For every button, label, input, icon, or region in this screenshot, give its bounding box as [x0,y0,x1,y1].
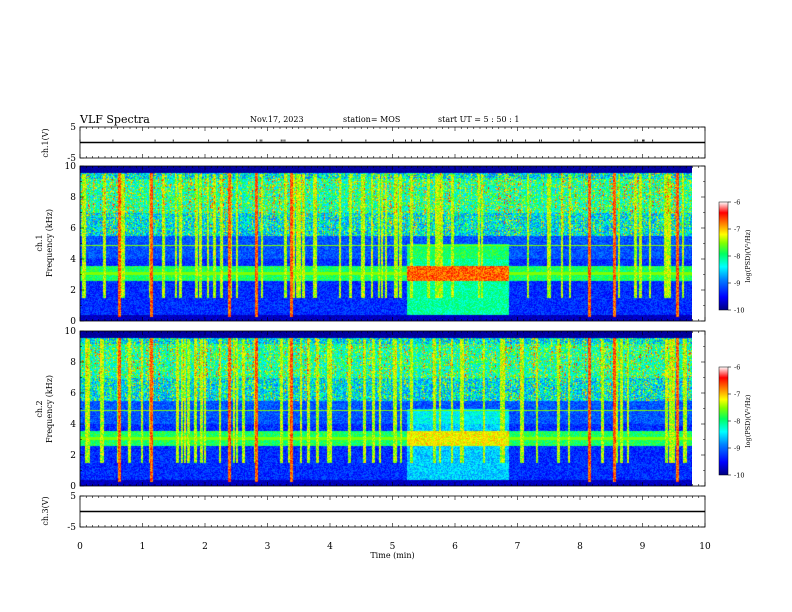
ch2-colorbar-label: log(PSD)(V²/Hz) [744,394,752,447]
ch2-colorbar-gradient [718,366,729,476]
y-tick-label: 10 [65,327,77,337]
x-tick-label: 1 [140,542,146,552]
ch1-colorbar-ticks: -6 -7 -8 -9 -10 [728,199,744,315]
x-tick-label: 2 [202,542,208,552]
x-tick-label: 6 [452,542,458,552]
ch2-colorbar-ticks: -6 -7 -8 -9 -10 [728,364,744,480]
ch1-colorbar-gradient [718,201,729,311]
colorbar-tick-label: -8 [734,418,740,426]
y-tick-label: 5 [70,492,76,502]
ch1-spectrogram-panel: 0 2 4 6 8 10 ch.1Frequency (kHz) [35,162,706,327]
colorbar-tick-label: -7 [734,391,740,399]
x-tick-label: 8 [577,542,583,552]
ch3-waveform-panel: 5 -5 ch.3(V) [41,492,706,533]
ch2-spectrogram-image [80,331,692,486]
y-tick-label: 4 [70,255,76,265]
y-tick-label: -5 [67,523,76,533]
x-tick-label: 0 [77,542,83,552]
ch2-colorbar: -6 -7 -8 -9 -10 log(PSD)(V²/Hz) [718,364,752,480]
colorbar-tick-label: -9 [734,280,740,288]
x-tick-label: 9 [640,542,646,552]
y-tick-label: 6 [70,389,76,399]
x-tick-label: 4 [327,542,333,552]
y-axis-label: ch.1Frequency (kHz) [35,209,54,277]
y-tick-label: 2 [70,451,76,461]
ch1-waveform-panel: 5 -5 ch.1(V) [41,123,706,164]
ch1-colorbar-label: log(PSD)(V²/Hz) [744,229,752,282]
x-axis-label: Time (min) [370,551,414,560]
ch1-spectrogram-image [80,166,692,321]
y-axis-label: ch.1(V) [41,128,50,157]
x-tick-label: 10 [699,542,711,552]
y-tick-label: 2 [70,286,76,296]
y-axis-label: ch.2Frequency (kHz) [35,375,54,443]
y-tick-label: 0 [70,482,76,492]
date-label: Nov.17, 2023 [250,115,304,124]
colorbar-tick-label: -6 [734,364,740,372]
colorbar-tick-label: -9 [734,445,740,453]
y-tick-label: 10 [65,162,77,172]
ch1-colorbar: -6 -7 -8 -9 -10 log(PSD)(V²/Hz) [718,199,752,315]
station-label: station= MOS [343,115,400,124]
y-tick-label: 6 [70,224,76,234]
chart-title: VLF Spectra [79,113,150,126]
y-tick-label: -5 [67,154,76,164]
y-tick-label: 8 [70,193,76,203]
x-tick-label: 5 [390,542,396,552]
y-tick-label: 8 [70,358,76,368]
colorbar-tick-label: -8 [734,253,740,261]
colorbar-tick-label: -6 [734,199,740,207]
colorbar-tick-label: -10 [734,472,744,480]
colorbar-tick-label: -7 [734,226,740,234]
y-tick-label: 0 [70,317,76,327]
x-tick-label: 7 [515,542,521,552]
start-time-label: start UT = 5 : 50 : 1 [438,115,519,124]
y-axis-label: ch.3(V) [41,496,50,525]
x-tick-label: 3 [265,542,271,552]
colorbar-tick-label: -10 [734,307,744,315]
time-axis: 0 1 2 3 4 5 6 7 8 9 10 Time (min) [77,542,711,560]
y-tick-label: 5 [70,123,76,133]
ch2-spectrogram-panel: 0 2 4 6 8 10 ch.2Frequency (kHz) [35,327,706,492]
y-tick-label: 4 [70,420,76,430]
